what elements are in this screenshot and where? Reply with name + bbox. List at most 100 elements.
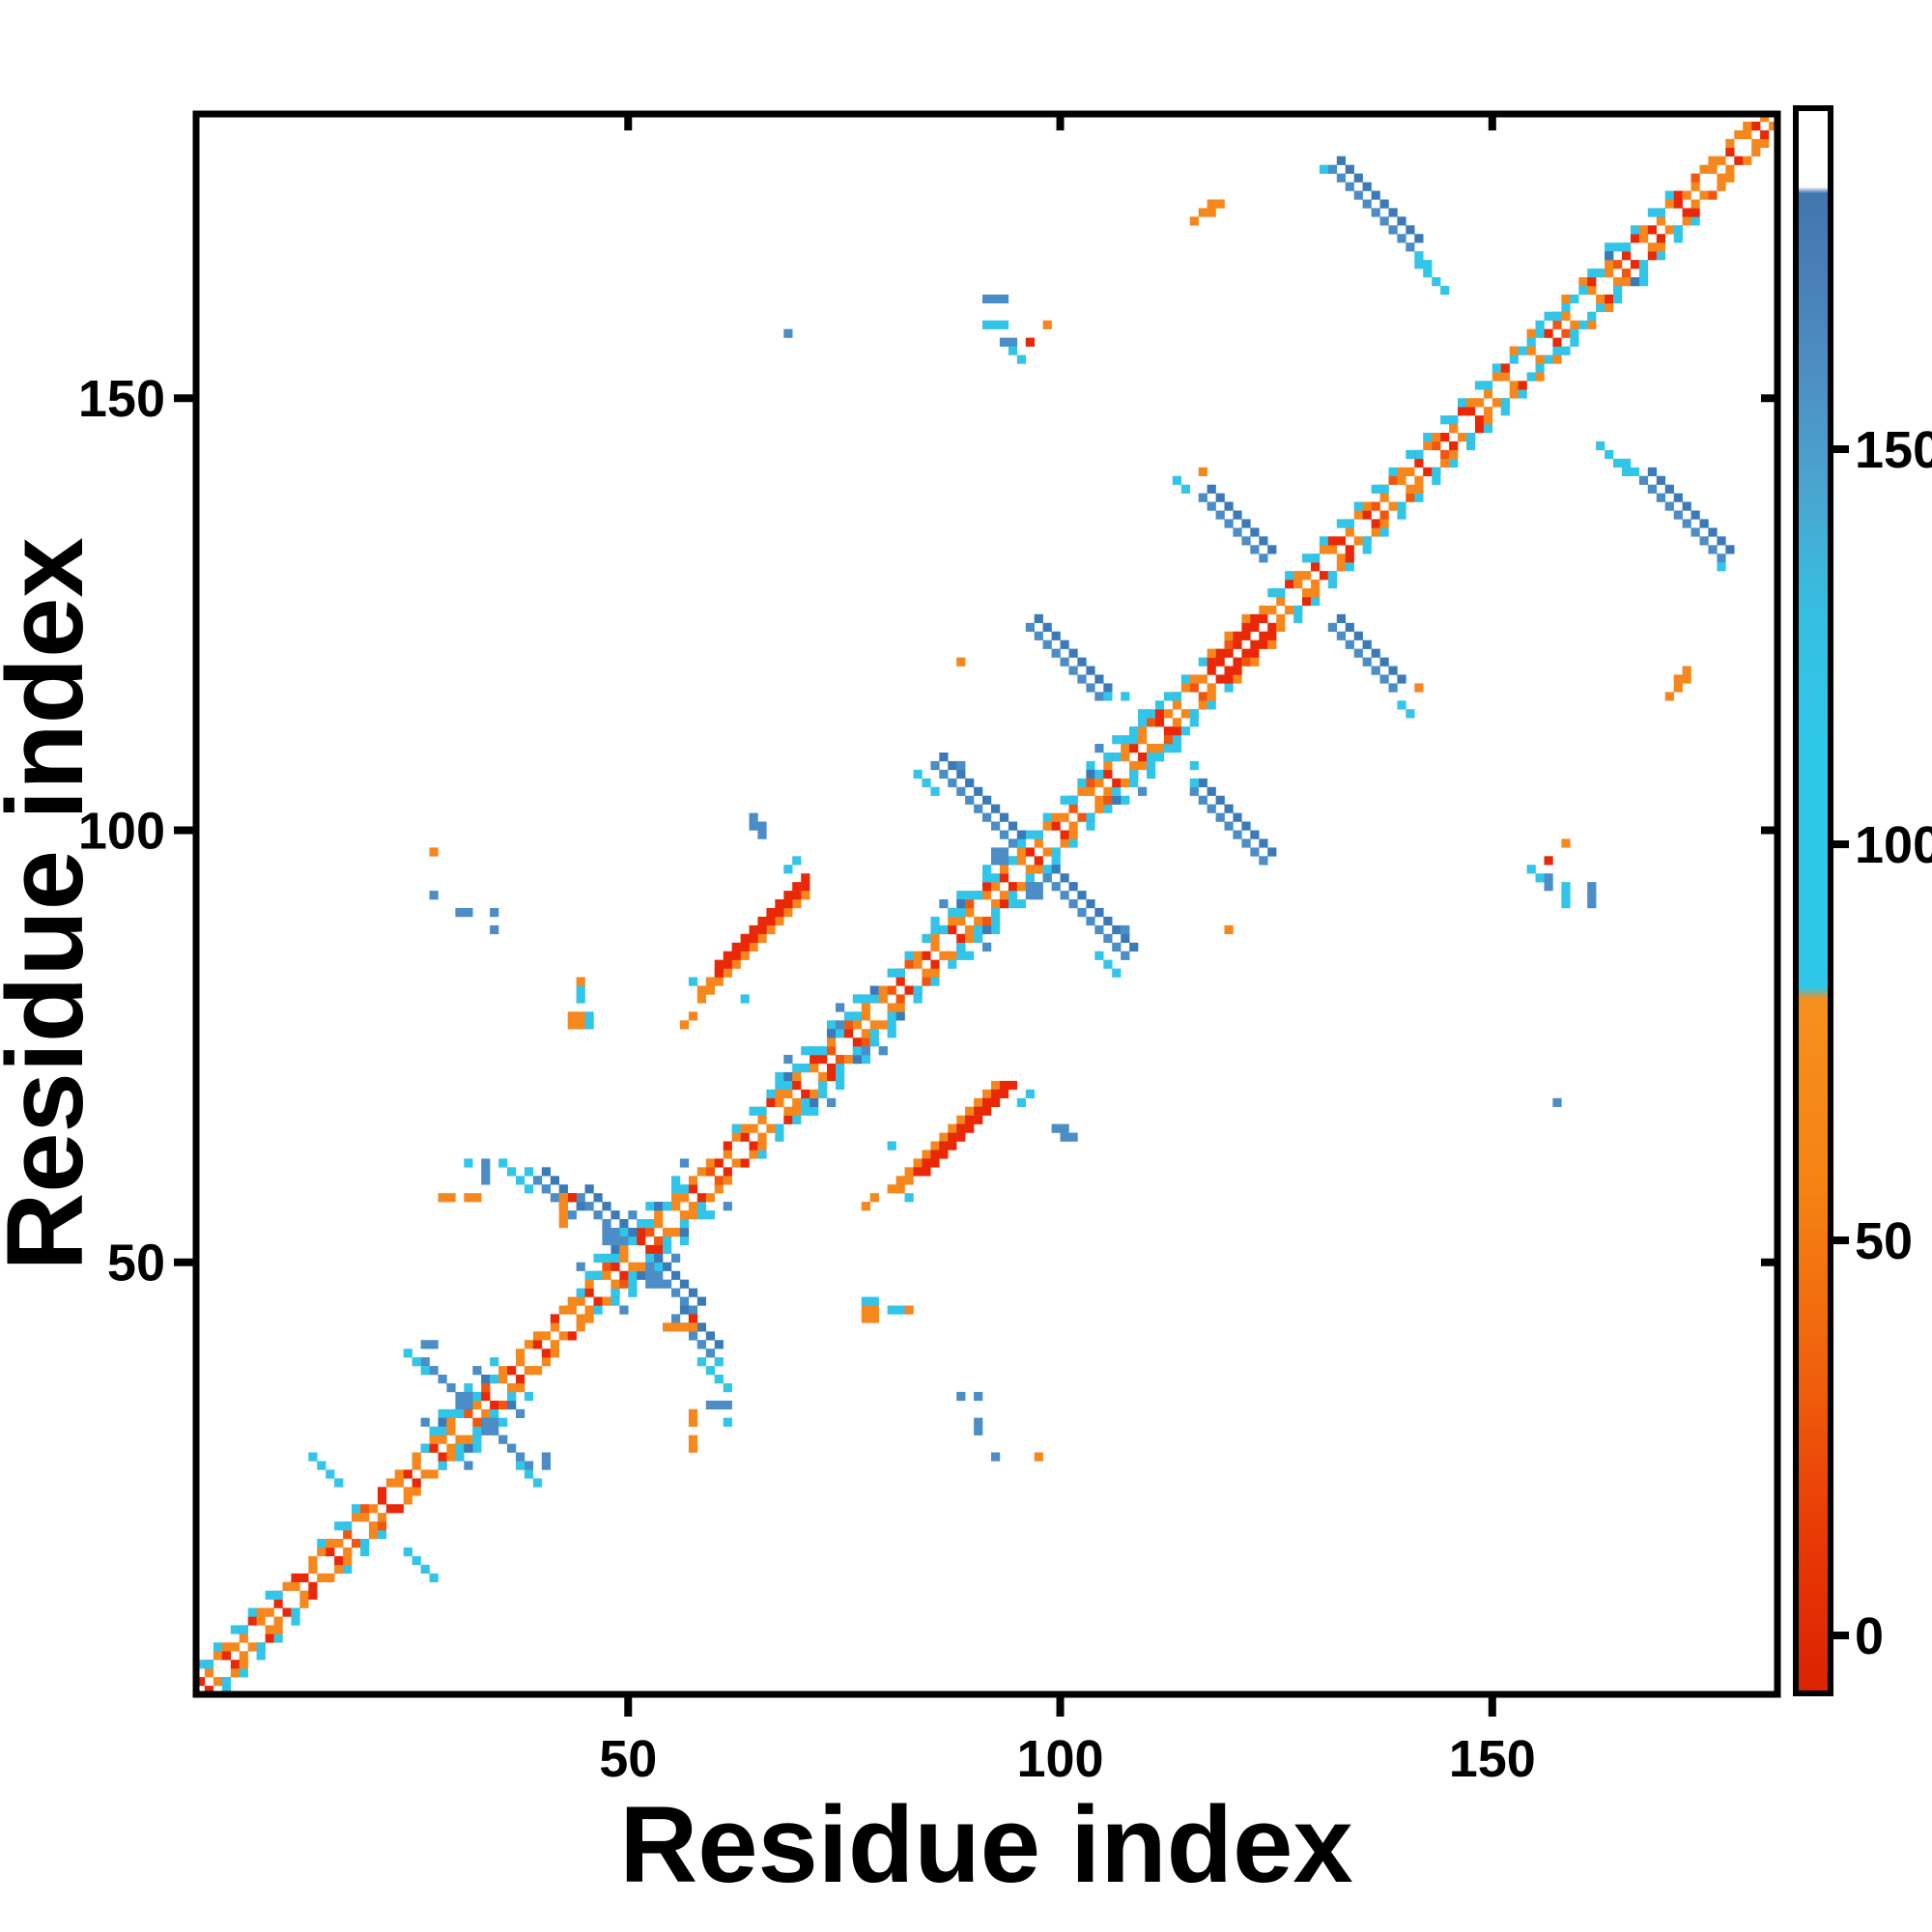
contact-cell — [913, 769, 923, 779]
contact-cell — [705, 1158, 715, 1168]
contact-cell — [385, 1478, 395, 1488]
contact-cell — [576, 985, 585, 995]
contact-cell — [991, 1080, 1001, 1091]
contact-cell — [1483, 389, 1493, 399]
contact-cell — [948, 778, 957, 787]
contact-cell — [239, 1634, 248, 1643]
contact-cell — [783, 1071, 793, 1082]
contact-cell — [1147, 718, 1156, 727]
contact-cell — [1647, 467, 1657, 476]
contact-cell — [1112, 942, 1122, 952]
contact-cell — [1241, 536, 1251, 546]
contact-cell — [516, 1383, 526, 1393]
contact-cell — [1362, 639, 1372, 649]
contact-cell — [1311, 588, 1321, 598]
contact-cell — [922, 1158, 931, 1168]
contact-cell — [464, 1443, 473, 1453]
contact-cell — [1440, 449, 1450, 460]
contact-cell — [1526, 337, 1536, 347]
contact-cell — [1397, 501, 1406, 511]
contact-cell — [1500, 398, 1510, 408]
contact-cell — [1311, 562, 1321, 572]
contact-cell — [792, 882, 802, 892]
contact-cell — [1552, 346, 1562, 355]
contact-cell — [757, 1115, 767, 1124]
contact-cell — [1414, 234, 1424, 243]
contact-cell — [705, 1167, 715, 1177]
contact-cell — [827, 1037, 837, 1047]
contact-cell — [1129, 778, 1139, 787]
contact-cell — [1327, 536, 1337, 546]
contact-cell — [1034, 882, 1043, 892]
contact-cell — [230, 1625, 240, 1634]
contact-cell — [1440, 433, 1450, 442]
contact-cell — [1682, 190, 1691, 200]
contact-cell — [343, 1521, 353, 1531]
contact-cell — [991, 856, 1001, 866]
contact-cell — [584, 1305, 594, 1315]
contact-cell — [1086, 916, 1095, 926]
x-tick-label: 150 — [1449, 1730, 1536, 1788]
contact-cell — [922, 933, 931, 943]
contact-cell — [878, 994, 888, 1004]
contact-cell — [982, 1106, 992, 1116]
contact-cell — [1259, 631, 1268, 640]
contact-cell — [1379, 527, 1389, 537]
contact-cell — [1647, 208, 1657, 217]
contact-cell — [1647, 484, 1657, 494]
contact-cell — [1345, 182, 1354, 191]
contact-cell — [1016, 847, 1026, 857]
contact-cell — [740, 942, 750, 952]
contact-cell — [429, 1426, 439, 1435]
contact-cell — [801, 1064, 810, 1073]
contact-cell — [1526, 865, 1536, 874]
contact-cell — [1180, 709, 1190, 719]
contact-cell — [1362, 501, 1372, 511]
contact-cell — [498, 1435, 508, 1444]
contact-cell — [740, 1132, 750, 1142]
contact-cell — [783, 1089, 793, 1098]
contact-cell — [326, 1539, 335, 1548]
contact-cell — [593, 1270, 603, 1280]
colorbar-gradient — [1799, 111, 1828, 1690]
contact-cell — [671, 1322, 681, 1332]
contact-cell — [1397, 475, 1406, 485]
contact-cell — [1086, 769, 1095, 779]
contact-cell — [696, 1357, 706, 1367]
contact-cell — [1068, 795, 1078, 805]
contact-cell — [1103, 692, 1113, 701]
contact-cell — [654, 1253, 664, 1263]
contact-cell — [1613, 458, 1623, 468]
contact-cell — [1656, 493, 1665, 502]
contact-cell — [696, 985, 706, 995]
contact-cell — [1094, 692, 1104, 701]
contact-cell — [317, 1547, 327, 1557]
contact-cell — [991, 1097, 1001, 1107]
contact-cell — [696, 1296, 706, 1306]
contact-cell — [1319, 164, 1329, 174]
contact-cell — [679, 1236, 690, 1246]
contact-cell — [904, 1176, 914, 1185]
contact-cell — [974, 891, 983, 900]
contact-cell — [1587, 285, 1597, 296]
x-axis-title: Residue index — [619, 1784, 1352, 1905]
contact-cell — [869, 1314, 879, 1323]
contact-cell — [464, 1193, 473, 1203]
contact-cell — [887, 985, 896, 995]
contact-cell — [723, 1150, 732, 1159]
contact-cell — [1379, 199, 1389, 209]
contact-cell — [671, 1193, 681, 1203]
contact-cell — [1613, 277, 1623, 287]
contact-cell — [965, 899, 975, 909]
contact-cell — [282, 1581, 292, 1591]
contact-cell — [775, 1071, 784, 1082]
contact-cell — [991, 908, 1001, 918]
contact-cell — [1198, 778, 1208, 787]
contact-cell — [1172, 700, 1181, 710]
contact-cell — [654, 1202, 664, 1211]
plot-area — [196, 114, 1777, 1694]
contact-cell — [766, 1089, 776, 1098]
contact-cell — [343, 1547, 353, 1557]
contact-cell — [516, 1408, 526, 1418]
contact-cell — [1207, 683, 1216, 693]
